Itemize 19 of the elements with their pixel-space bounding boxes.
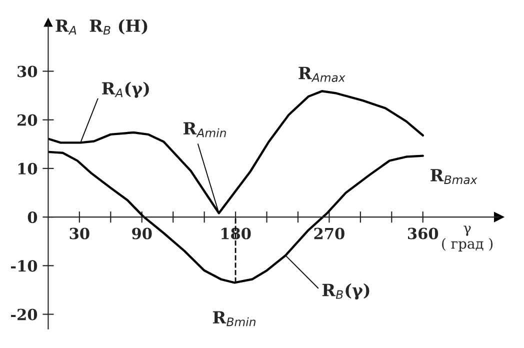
y-tick-label: 0 [28, 212, 38, 224]
x-axis-title: γ ( град ) [442, 226, 493, 252]
annotation: R$_{Amin}$ [184, 122, 226, 138]
y-axis-title: R$_{A}$ R$_{B}$ (Н) [56, 19, 148, 35]
y-tick-label: 30 [18, 66, 38, 78]
annotation: R$_{Amax}$ [298, 66, 346, 82]
x-tick-label: 30 [70, 228, 90, 240]
x-tick-label: 270 [314, 228, 344, 240]
y-tick-label: -10 [11, 260, 38, 272]
text: R$_{B}$(γ) [322, 283, 370, 300]
annotation: R$_{Bmax}$ [430, 169, 478, 184]
y-tick-label: -20 [11, 308, 38, 320]
y-tick-label: 20 [18, 114, 38, 126]
text: R$_{A}$(γ) [102, 82, 149, 98]
annotation: R$_{Bmin}$ [213, 311, 256, 326]
x-tick-label: 180 [221, 228, 251, 240]
x-tick-label: 360 [408, 228, 438, 240]
y-tick-label: 10 [18, 162, 38, 174]
x-tick-label: 90 [132, 228, 152, 240]
